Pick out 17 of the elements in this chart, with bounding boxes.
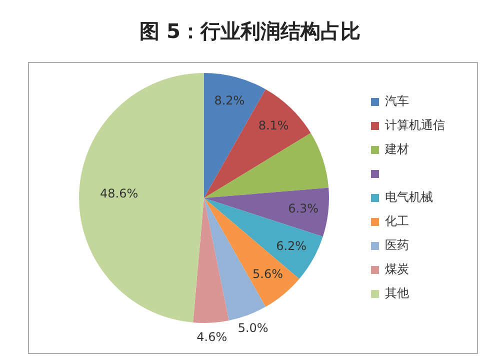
legend-label: 汽车 — [385, 94, 409, 108]
legend-label: 煤炭 — [385, 262, 409, 276]
chart-title: 图 5：行业利润结构占比 — [138, 18, 362, 45]
data-label: 8.1% — [258, 118, 289, 132]
legend-label: 医药 — [385, 238, 409, 252]
legend-label: 建材 — [384, 142, 409, 156]
legend-label: 计算机通信 — [385, 118, 445, 132]
legend-label: 其他 — [385, 286, 409, 300]
data-label: 4.6% — [196, 330, 228, 344]
data-label: 5.0% — [238, 321, 268, 336]
data-label: 48.6% — [100, 186, 138, 200]
data-label: 6.2% — [276, 238, 307, 253]
data-label: 5.6% — [252, 267, 283, 282]
legend-label: 电气机械 — [385, 190, 433, 204]
legend-label: 化工 — [385, 214, 409, 228]
data-label: 8.2% — [214, 93, 245, 108]
data-label: 6.3% — [288, 202, 319, 216]
